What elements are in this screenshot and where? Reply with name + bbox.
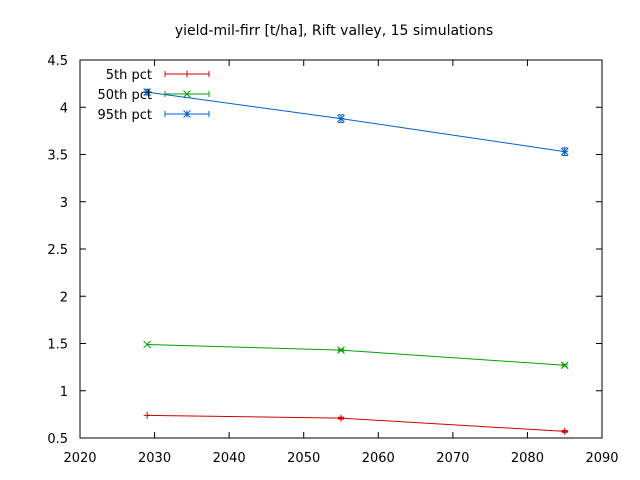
- y-tick-label: 4: [60, 101, 68, 116]
- y-tick-label: 4.5: [47, 54, 68, 69]
- data-point: [561, 427, 569, 435]
- plot-axes: 2020 2030 2040 2050 2060 2070 2080 2090 0.5 1 1.5 2…: [47, 54, 618, 466]
- y-tick-label: 0.5: [47, 432, 68, 447]
- y-tick-label: 2.5: [47, 243, 68, 258]
- series-line: [147, 343, 565, 366]
- series-95th-pct: [143, 88, 569, 156]
- data-point: [337, 414, 345, 422]
- x-tick-label: 2040: [213, 451, 246, 466]
- legend-label: 50th pct: [97, 88, 152, 103]
- series-line: [147, 414, 565, 432]
- series-5th-pct: [143, 411, 569, 435]
- y-tick-label: 3: [60, 196, 68, 211]
- x-tick-label: 2020: [63, 451, 96, 466]
- x-tick-label: 2080: [511, 451, 544, 466]
- data-point: [143, 411, 151, 419]
- data-point: [143, 88, 151, 96]
- chart-title: yield-mil-firr [t/ha], Rift valley, 15 s…: [175, 23, 493, 39]
- series-50th-pct: [143, 340, 569, 370]
- data-point: [560, 147, 569, 156]
- legend-marker: [183, 110, 191, 118]
- x-tick-label: 2090: [585, 451, 618, 466]
- series-line: [147, 91, 565, 153]
- legend-marker: [183, 90, 191, 98]
- x-tick-label: 2060: [362, 451, 395, 466]
- data-point: [337, 346, 345, 354]
- x-tick-label: 2050: [287, 451, 320, 466]
- legend-marker: [183, 70, 191, 78]
- legend: 5th pct 50th pct 95th pct: [97, 68, 210, 123]
- y-tick-label: 1.5: [47, 338, 68, 353]
- y-tick-label: 3.5: [47, 149, 68, 164]
- legend-label: 95th pct: [97, 108, 152, 123]
- x-tick-label: 2030: [138, 451, 171, 466]
- series-layer: [143, 88, 569, 435]
- y-tick-label: 2: [60, 290, 68, 305]
- data-point: [143, 340, 151, 349]
- legend-label: 5th pct: [106, 68, 152, 83]
- x-tick-label: 2070: [436, 451, 469, 466]
- y-tick-label: 1: [60, 385, 68, 400]
- data-point: [337, 114, 345, 123]
- data-point: [560, 361, 569, 370]
